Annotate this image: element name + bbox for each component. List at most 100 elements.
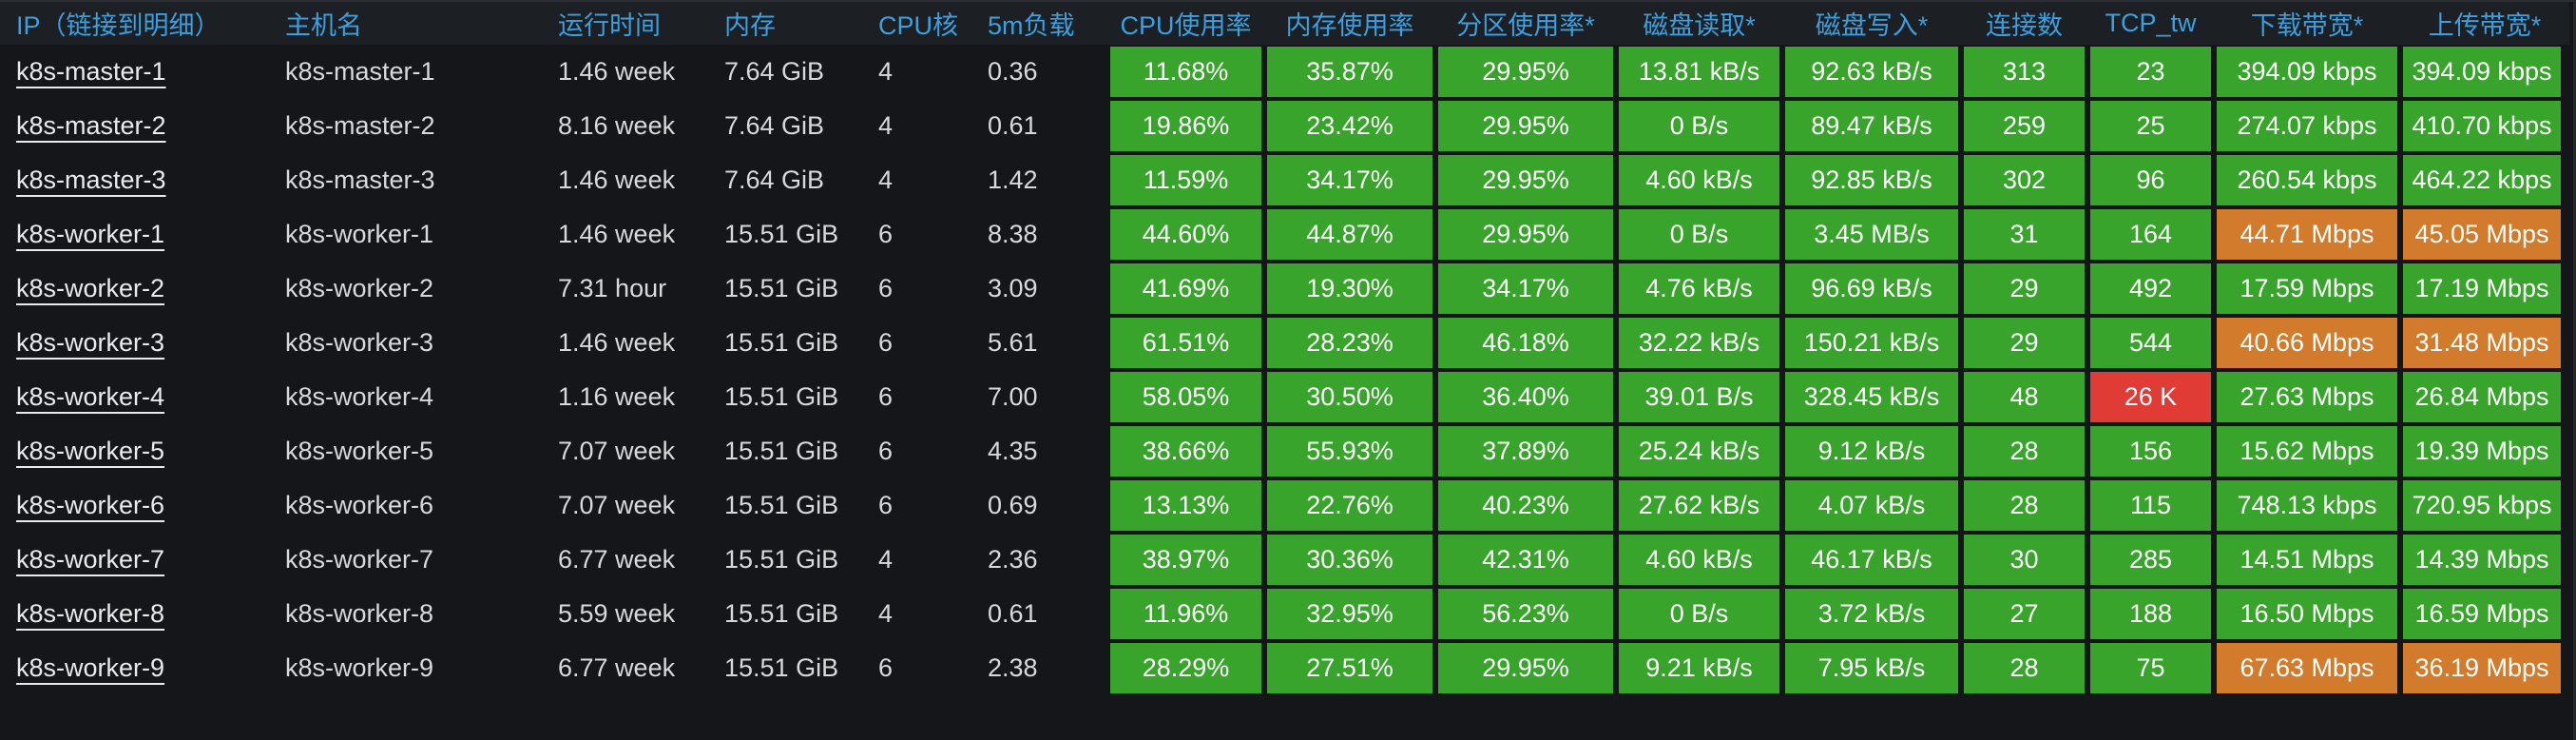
cell-download_bw-wrap: 67.63 Mbps: [2214, 641, 2400, 695]
column-header-uptime[interactable]: 运行时间: [542, 2, 708, 45]
cell-download_bw-wrap: 274.07 kbps: [2214, 99, 2400, 153]
cell-connections-wrap: 30: [1961, 533, 2087, 587]
column-header-cpu_cores[interactable]: CPU核: [862, 2, 971, 45]
cell-cpu_cores: 4: [878, 111, 894, 140]
column-header-upload_bw[interactable]: 上传带宽*: [2400, 2, 2569, 45]
ip-link[interactable]: k8s-master-2: [16, 111, 166, 140]
cell-disk_write-wrap: 4.07 kB/s: [1782, 478, 1961, 533]
cell-connections: 28: [1964, 426, 2085, 477]
table-header-row: IP（链接到明细） 主机名 运行时间 内存 CPU核 5m负载 CPU使用率 内存使用率 分区使…: [0, 2, 2569, 45]
cell-download_bw-wrap: 260.54 kbps: [2214, 153, 2400, 207]
cell-disk_read: 4.60 kB/s: [1619, 535, 1779, 585]
cell-hostname: k8s-worker-1: [285, 220, 434, 248]
cell-disk_write: 92.63 kB/s: [1785, 47, 1958, 97]
cell-cpu_usage-wrap: 61.51%: [1107, 316, 1264, 370]
cell-mem_usage-wrap: 23.42%: [1264, 99, 1435, 153]
cell-disk_read: 32.22 kB/s: [1619, 318, 1779, 368]
column-header-mem_usage[interactable]: 内存使用率: [1264, 2, 1435, 45]
cell-partition_usage: 29.95%: [1438, 209, 1613, 260]
cell-mem_usage: 19.30%: [1267, 263, 1432, 314]
cell-cpu_usage-wrap: 11.68%: [1107, 45, 1264, 99]
cell-partition_usage: 36.40%: [1438, 372, 1613, 422]
cell-disk_write-wrap: 92.85 kB/s: [1782, 153, 1961, 207]
ip-link[interactable]: k8s-worker-6: [16, 491, 165, 519]
cell-memory: 15.51 GiB: [724, 545, 839, 574]
ip-link[interactable]: k8s-worker-8: [16, 599, 165, 628]
cell-disk_write-wrap: 46.17 kB/s: [1782, 533, 1961, 587]
cell-download_bw-wrap: 44.71 Mbps: [2214, 207, 2400, 262]
column-header-ip[interactable]: IP（链接到明细）: [0, 2, 269, 45]
cell-tcp_tw-wrap: 26 K: [2087, 370, 2214, 424]
column-header-download_bw[interactable]: 下载带宽*: [2214, 2, 2400, 45]
cell-download_bw: 67.63 Mbps: [2217, 643, 2397, 693]
cell-partition_usage-wrap: 29.95%: [1435, 641, 1616, 695]
ip-link[interactable]: k8s-worker-2: [16, 274, 165, 302]
column-header-disk_read[interactable]: 磁盘读取*: [1616, 2, 1782, 45]
cell-partition_usage: 40.23%: [1438, 480, 1613, 531]
cell-upload_bw: 26.84 Mbps: [2403, 372, 2561, 422]
cell-download_bw-wrap: 394.09 kbps: [2214, 45, 2400, 99]
cell-hostname: k8s-master-3: [285, 166, 435, 194]
cell-hostname: k8s-master-1: [285, 57, 435, 86]
cell-cpu_usage: 58.05%: [1110, 372, 1261, 422]
cell-memory: 15.51 GiB: [724, 382, 839, 411]
cell-cpu_usage: 38.97%: [1110, 535, 1261, 585]
cell-partition_usage: 29.95%: [1438, 643, 1613, 693]
ip-link[interactable]: k8s-worker-9: [16, 653, 165, 682]
cell-tcp_tw-wrap: 115: [2087, 478, 2214, 533]
column-header-cpu_usage[interactable]: CPU使用率: [1107, 2, 1264, 45]
cell-memory: 15.51 GiB: [724, 653, 839, 682]
cell-partition_usage: 56.23%: [1438, 589, 1613, 639]
cell-mem_usage-wrap: 32.95%: [1264, 587, 1435, 641]
cell-connections-wrap: 28: [1961, 424, 2087, 478]
table-row: k8s-worker-7 k8s-worker-7 6.77 week 15.51 G…: [0, 533, 2569, 587]
cell-upload_bw: 720.95 kbps: [2403, 480, 2561, 531]
cell-download_bw: 17.59 Mbps: [2217, 263, 2397, 314]
cell-disk_read: 39.01 B/s: [1619, 372, 1779, 422]
cell-disk_read: 4.60 kB/s: [1619, 155, 1779, 205]
cell-ip: k8s-worker-1: [0, 207, 269, 262]
cell-cpu_usage: 11.68%: [1110, 47, 1261, 97]
cell-memory: 15.51 GiB: [724, 491, 839, 519]
column-header-connections[interactable]: 连接数: [1961, 2, 2087, 45]
cell-upload_bw-wrap: 19.39 Mbps: [2400, 424, 2569, 478]
column-header-partition_usage[interactable]: 分区使用率*: [1435, 2, 1616, 45]
ip-link[interactable]: k8s-worker-7: [16, 545, 165, 574]
cell-ip: k8s-master-2: [0, 99, 269, 153]
cell-disk_read: 27.62 kB/s: [1619, 480, 1779, 531]
ip-link[interactable]: k8s-master-1: [16, 57, 166, 86]
cell-cpu_cores: 4: [878, 166, 894, 194]
cell-memory: 7.64 GiB: [724, 111, 825, 140]
cell-upload_bw-wrap: 17.19 Mbps: [2400, 262, 2569, 316]
cell-disk_write: 3.45 MB/s: [1785, 209, 1958, 260]
column-header-memory[interactable]: 内存: [708, 2, 862, 45]
ip-link[interactable]: k8s-worker-1: [16, 220, 165, 248]
ip-link[interactable]: k8s-worker-4: [16, 382, 165, 411]
cell-connections-wrap: 28: [1961, 641, 2087, 695]
cell-cpu_usage-wrap: 19.86%: [1107, 99, 1264, 153]
column-header-hostname[interactable]: 主机名: [269, 2, 542, 45]
ip-link[interactable]: k8s-worker-3: [16, 328, 165, 357]
cell-upload_bw-wrap: 464.22 kbps: [2400, 153, 2569, 207]
cell-ip: k8s-master-1: [0, 45, 269, 99]
column-header-tcp_tw[interactable]: TCP_tw: [2087, 2, 2214, 45]
cell-mem_usage-wrap: 27.51%: [1264, 641, 1435, 695]
column-header-load_5m[interactable]: 5m负载: [971, 2, 1107, 45]
cell-disk_read-wrap: 9.21 kB/s: [1616, 641, 1782, 695]
cell-uptime: 1.46 week: [558, 220, 676, 248]
cell-disk_write-wrap: 150.21 kB/s: [1782, 316, 1961, 370]
cell-connections: 28: [1964, 643, 2085, 693]
cell-disk_read: 4.76 kB/s: [1619, 263, 1779, 314]
table-row: k8s-master-1 k8s-master-1 1.46 week 7.64 Gi…: [0, 45, 2569, 99]
cell-cpu_usage: 28.29%: [1110, 643, 1261, 693]
cell-cpu_usage: 38.66%: [1110, 426, 1261, 477]
cell-disk_read: 0 B/s: [1619, 589, 1779, 639]
ip-link[interactable]: k8s-worker-5: [16, 437, 165, 465]
cell-cpu_cores: 6: [878, 220, 894, 248]
ip-link[interactable]: k8s-master-3: [16, 166, 166, 194]
cell-upload_bw-wrap: 45.05 Mbps: [2400, 207, 2569, 262]
cell-tcp_tw-wrap: 23: [2087, 45, 2214, 99]
column-header-disk_write[interactable]: 磁盘写入*: [1782, 2, 1961, 45]
cell-hostname: k8s-worker-2: [285, 274, 434, 302]
cell-disk_write: 328.45 kB/s: [1785, 372, 1958, 422]
